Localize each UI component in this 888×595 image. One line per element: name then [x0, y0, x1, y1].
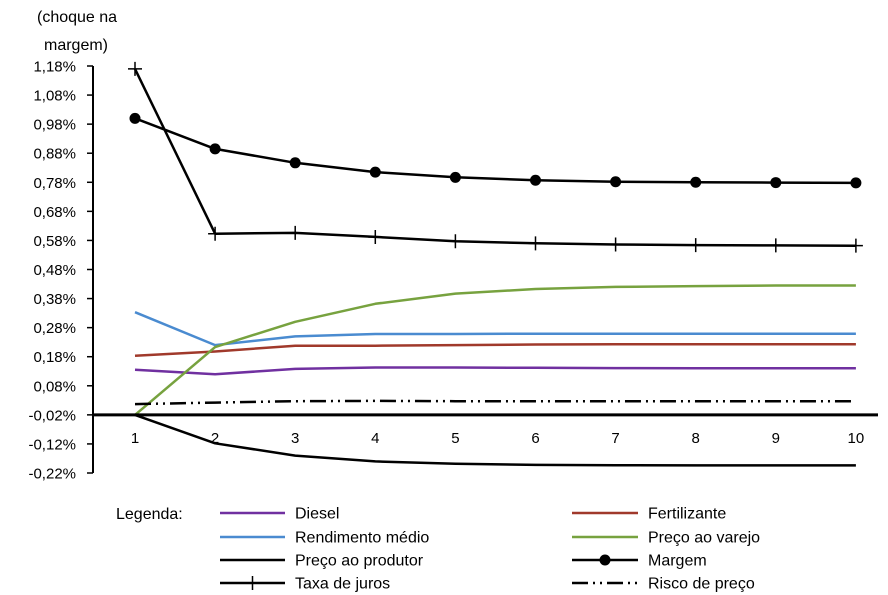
legend-label: Risco de preço [648, 576, 755, 593]
data-point-taxa-de-juros [368, 229, 383, 244]
data-point-taxa-de-juros [288, 225, 303, 240]
legend-label: Diesel [295, 506, 339, 523]
series-rendimento-medio [134, 311, 856, 347]
y-tick-label: 0,28% [33, 320, 76, 337]
data-point-taxa-de-juros [128, 61, 142, 76]
y-tick-label: 0,18% [33, 349, 76, 366]
x-tick-label: 3 [291, 430, 299, 447]
series-line-fertilizante [134, 342, 856, 358]
legend-label: Preço ao varejo [648, 530, 760, 547]
data-point-margem [449, 171, 461, 183]
series-fertilizante [134, 342, 856, 358]
legend-label: Taxa de juros [295, 576, 390, 593]
y-tick-label: 0,88% [33, 146, 76, 163]
x-tick-label: 4 [371, 430, 379, 447]
x-tick-label: 8 [692, 430, 700, 447]
y-tick-label: 0,58% [33, 233, 76, 250]
series-line-rendimento-medio [134, 311, 856, 347]
data-point-margem [850, 177, 862, 189]
data-point-taxa-de-juros [448, 234, 463, 249]
y-tick-label: 1,08% [33, 88, 76, 105]
data-point-margem [289, 157, 301, 169]
legend-label: Rendimento médio [295, 530, 429, 547]
y-axis-ticks: 1,18% 1,08% 0,98% 0,88% 0,78% 0,68% 0,58% 0,48%… [28, 59, 93, 483]
y-tick-label: 1,18% [33, 59, 76, 76]
y-tick-label: 0,08% [33, 378, 76, 395]
data-point-margem [530, 174, 541, 186]
legend-item-margem: Margem [572, 553, 707, 570]
y-tick-label: -0,22% [28, 466, 76, 483]
legend-item-preco-ao-produtor: Preço ao produtor [220, 553, 424, 570]
x-tick-label: 9 [772, 430, 780, 447]
axes [92, 66, 878, 473]
series-line-preco-ao-varejo [134, 284, 856, 416]
x-axis-ticks: 1 2 3 4 5 6 7 8 9 10 [131, 430, 864, 447]
legend-item-risco-de-preco: Risco de preço [572, 576, 755, 593]
y-tick-label: 0,38% [33, 291, 76, 308]
legend-item-rendimento-medio: Rendimento médio [220, 530, 429, 547]
legend-label: Preço ao produtor [295, 553, 424, 570]
series-margem [129, 112, 862, 189]
legend-item-preco-ao-varejo: Preço ao varejo [572, 530, 760, 547]
series-line-preco-ao-produtor [134, 413, 856, 467]
data-point-taxa-de-juros [848, 238, 863, 253]
series-diesel [134, 366, 856, 376]
data-point-margem [369, 166, 381, 178]
y-tick-label: 0,48% [33, 262, 76, 279]
legend-label: Fertilizante [648, 506, 726, 523]
y-tick-label: 0,68% [33, 204, 76, 221]
legend-item-taxa-de-juros: Taxa de juros [220, 576, 390, 593]
data-point-margem [610, 176, 622, 188]
data-point-taxa-de-juros [528, 236, 543, 251]
data-point-margem [690, 176, 702, 188]
legend-label: Margem [648, 553, 707, 570]
x-tick-label: 7 [611, 430, 619, 447]
series-preco-ao-varejo [134, 284, 856, 416]
data-point-taxa-de-juros [768, 238, 783, 253]
x-tick-label: 1 [131, 430, 139, 447]
series-line-diesel [134, 366, 856, 376]
y-tick-label: 0,98% [33, 117, 76, 134]
series-layer [128, 61, 863, 467]
series-line-taxa-de-juros [133, 68, 856, 247]
y-axis-label-line-2: margem) [44, 37, 108, 54]
y-axis-label-line-1: (choque na [37, 9, 117, 26]
y-axis-label: (choque na margem) [37, 9, 117, 54]
y-tick-label: -0,02% [28, 407, 76, 424]
series-taxa-de-juros [128, 61, 863, 253]
data-point-margem [209, 143, 221, 155]
legend-item-fertilizante: Fertilizante [572, 506, 726, 523]
x-tick-label: 6 [531, 430, 539, 447]
data-point-taxa-de-juros [688, 238, 703, 253]
legend-marker-plus [245, 576, 260, 590]
legend-item-diesel: Diesel [220, 506, 339, 523]
series-preco-ao-produtor [134, 413, 856, 467]
data-point-margem [129, 112, 141, 124]
legend-marker-circle [599, 554, 611, 566]
x-tick-label: 2 [211, 430, 219, 447]
legend: Legenda: Diesel Fertilizante Rendimento mé… [116, 506, 760, 593]
data-point-taxa-de-juros [608, 237, 623, 252]
x-tick-label: 5 [451, 430, 459, 447]
x-tick-label: 10 [848, 430, 865, 447]
series-line-margem [134, 117, 856, 185]
y-tick-label: 0,78% [33, 175, 76, 192]
y-tick-label: -0,12% [28, 436, 76, 453]
data-point-taxa-de-juros [208, 226, 223, 241]
legend-title: Legenda: [116, 506, 183, 523]
series-line-risco-de-preco [134, 399, 856, 406]
data-point-margem [770, 177, 782, 189]
series-risco-de-preco [134, 399, 856, 406]
